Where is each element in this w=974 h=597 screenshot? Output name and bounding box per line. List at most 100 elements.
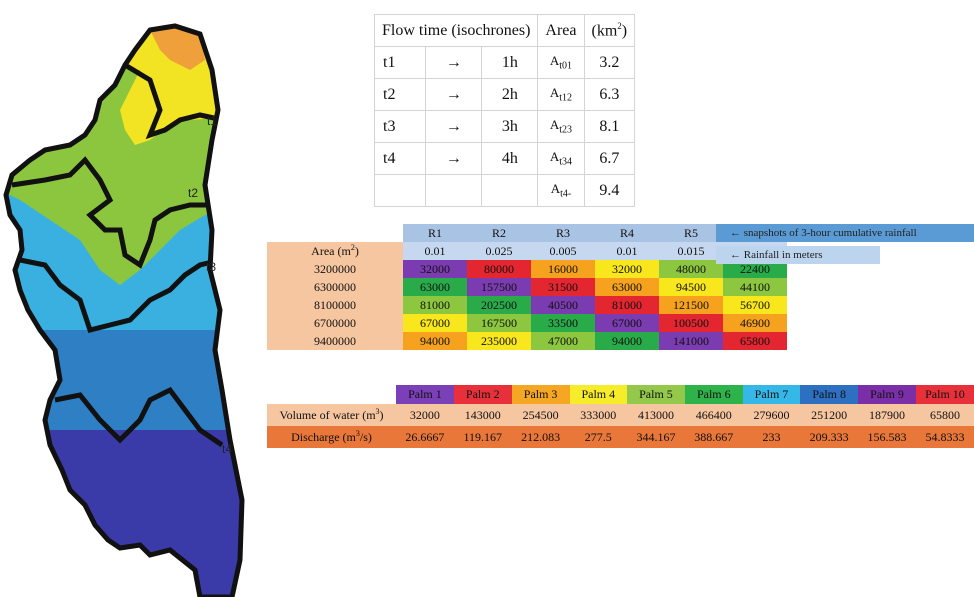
isochrone-row: At4- 9.4 <box>373 174 636 207</box>
rainfall-volume-cell: 40500 <box>531 296 595 314</box>
rain-r5: 0.015 <box>659 242 723 260</box>
palm-header-cell: Palm 6 <box>684 385 743 404</box>
rainfall-volume-cell: 63000 <box>595 278 659 296</box>
discharge-cell: 277.5 <box>569 426 628 448</box>
isochrone-time: t1 <box>373 46 427 79</box>
palm-header-cell: Palm 1 <box>396 385 454 404</box>
rain-r4: 0.01 <box>595 242 659 260</box>
rainfall-volume-cell: 202500 <box>467 296 531 314</box>
volume-cell: 413000 <box>627 404 685 426</box>
rainfall-volume-cell: 100500 <box>659 314 723 332</box>
discharge-cell: 344.167 <box>627 426 685 448</box>
rainfall-volume-cell: 94000 <box>403 332 467 350</box>
zone-source <box>150 26 205 70</box>
isochrone-hours <box>481 174 539 207</box>
volume-row: Volume of water (m3) 32000 143000 254500 33… <box>267 404 974 426</box>
rainfall-area: 9400000 <box>267 332 403 350</box>
palm-header-cell: Palm 7 <box>742 385 801 404</box>
rainfall-row: 8100000 81000 202500 40500 81000 121500 56700 <box>267 296 787 314</box>
rainfall-row: 6300000 63000 157500 31500 63000 94500 44100 <box>267 278 787 296</box>
rainfall-volume-cell: 56700 <box>723 296 787 314</box>
isochrone-row: t3 → 3h At23 8.1 <box>373 110 636 143</box>
rainfall-volume-cell: 46900 <box>723 314 787 332</box>
palm-header-cell: Palm 8 <box>800 385 859 404</box>
isochrone-time: t3 <box>373 110 427 143</box>
watershed-map <box>0 0 260 597</box>
discharge-cell: 156.583 <box>858 426 916 448</box>
discharge-cell: 388.667 <box>684 426 743 448</box>
volume-cell: 254500 <box>511 404 570 426</box>
volume-cell: 333000 <box>569 404 628 426</box>
rainfall-volume-cell: 65800 <box>723 332 787 350</box>
rainfall-volume-cell: 44100 <box>723 278 787 296</box>
col-r1: R1 <box>403 224 467 242</box>
rainfall-volume-cell: 157500 <box>467 278 531 296</box>
isochrone-hours: 3h <box>481 110 539 143</box>
isochrone-row: t4 → 4h At34 6.7 <box>373 142 636 175</box>
isochrone-area-km2: 9.4 <box>583 174 636 207</box>
discharge-cell: 54.8333 <box>915 426 974 448</box>
rainfall-volume-cell: 94500 <box>659 278 723 296</box>
rainfall-volume-cell: 94000 <box>595 332 659 350</box>
rainfall-volume-cell: 63000 <box>403 278 467 296</box>
volume-cell: 65800 <box>915 404 974 426</box>
rainfall-volume-cell: 32000 <box>403 260 467 278</box>
rainfall-header-row: R1 R2 R3 R4 R5 R6 <box>267 224 787 242</box>
rainfall-volume-cell: 80000 <box>467 260 531 278</box>
rain-r2: 0.025 <box>467 242 531 260</box>
isochrone-row: t2 → 2h At12 6.3 <box>373 78 636 111</box>
rainfall-volume-cell: 81000 <box>403 296 467 314</box>
isochrone-hours: 1h <box>481 46 539 79</box>
rainfall-volume-cell: 32000 <box>595 260 659 278</box>
header-flow-time: Flow time (isochrones) <box>373 14 539 47</box>
palm-header-cell: Palm 4 <box>569 385 628 404</box>
volume-cell: 187900 <box>858 404 916 426</box>
isochrone-area-label: At12 <box>537 78 585 111</box>
rainfall-volume-cell: 121500 <box>659 296 723 314</box>
isochrone-hours: 2h <box>481 78 539 111</box>
volume-cell: 279600 <box>742 404 801 426</box>
isochrone-area-label: At23 <box>537 110 585 143</box>
isochrone-line-t4 <box>54 386 224 448</box>
col-r3: R3 <box>531 224 595 242</box>
discharge-label: Discharge (m3/s) <box>267 426 396 448</box>
isochrone-area-km2: 6.3 <box>583 78 636 111</box>
rainfall-volume-cell: 22400 <box>723 260 787 278</box>
rainfall-area: 8100000 <box>267 296 403 314</box>
rainfall-volume-cell: 235000 <box>467 332 531 350</box>
rainfall-volume-cell: 16000 <box>531 260 595 278</box>
isochrone-area-km2: 6.7 <box>583 142 636 175</box>
rainfall-row: 9400000 94000 235000 47000 94000 141000 65800 <box>267 332 787 350</box>
isochrone-line-t2 <box>11 156 208 269</box>
isochrone-table-header: Flow time (isochrones) Area (km2) <box>373 14 636 47</box>
rainfall-area: 6300000 <box>267 278 403 296</box>
isochrone-label-t1: t1 <box>207 114 218 128</box>
discharge-cell: 26.6667 <box>396 426 454 448</box>
discharge-cell: 209.333 <box>800 426 859 448</box>
rainfall-area: 6700000 <box>267 314 403 332</box>
volume-cell: 32000 <box>396 404 454 426</box>
isochrone-arrow: → <box>425 110 483 143</box>
header-km2: (km2) <box>583 14 636 47</box>
rainfall-volume-cell: 67000 <box>403 314 467 332</box>
note-rainfall-meters: ← Rainfall in meters <box>716 246 880 264</box>
rainfall-volume-cell: 141000 <box>659 332 723 350</box>
isochrone-arrow <box>425 174 483 207</box>
palm-header-cell: Palm 9 <box>858 385 916 404</box>
palm-header-cell: Palm 2 <box>453 385 512 404</box>
rain-r1: 0.01 <box>403 242 467 260</box>
discharge-row: Discharge (m3/s) 26.6667 119.167 212.083 27… <box>267 426 974 448</box>
rainfall-row: 6700000 67000 167500 33500 67000 100500 46900 <box>267 314 787 332</box>
palm-header-cell: Palm 3 <box>511 385 570 404</box>
area-header: Area (m2) <box>267 242 403 260</box>
isochrone-time: t2 <box>373 78 427 111</box>
rainfall-volume-cell: 167500 <box>467 314 531 332</box>
palm-header-cell: Palm 10 <box>915 385 974 404</box>
isochrone-time <box>373 174 427 207</box>
isochrone-label-t2: t2 <box>188 186 199 200</box>
isochrone-label-t4: t4 <box>222 442 233 456</box>
isochrone-label-t3: t3 <box>206 260 217 274</box>
isochrone-area-km2: 8.1 <box>583 110 636 143</box>
isochrone-area-km2: 3.2 <box>583 46 636 79</box>
isochrone-line-t3 <box>19 257 213 333</box>
